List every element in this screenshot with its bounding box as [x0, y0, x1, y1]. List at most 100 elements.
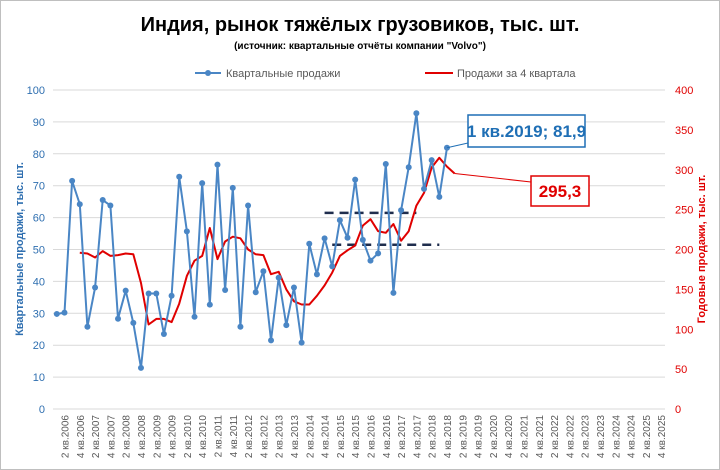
- legend-annual-label: Продажи за 4 квартала: [457, 68, 576, 80]
- x-tick-label: 2 кв.2024: [611, 415, 622, 458]
- y-right-tick-label: 200: [675, 245, 693, 257]
- quarterly-point: [352, 176, 359, 183]
- x-tick-label: 4 кв.2011: [229, 415, 240, 458]
- x-tick-label: 2 кв.2021: [519, 415, 530, 458]
- series-annual: [79, 156, 456, 326]
- quarterly-point: [321, 235, 328, 242]
- quarterly-point: [222, 287, 229, 294]
- quarterly-point: [336, 217, 343, 224]
- quarterly-point: [344, 234, 351, 241]
- x-tick-label: 2 кв.2006: [60, 415, 71, 458]
- y-left-tick-label: 60: [33, 213, 45, 225]
- quarterly-point: [245, 202, 252, 209]
- x-tick-label: 2 кв.2023: [581, 415, 592, 458]
- quarterly-point: [237, 323, 244, 330]
- quarterly-point: [107, 202, 114, 209]
- quarterly-point: [398, 207, 405, 214]
- x-tick-label: 4 кв.2010: [198, 415, 209, 458]
- y-right-tick-label: 300: [675, 165, 693, 177]
- y-left-tick-label: 30: [33, 308, 45, 320]
- chart-title: Индия, рынок тяжёлых грузовиков, тыс. шт…: [141, 14, 580, 36]
- y-right-tick-label: 250: [675, 205, 693, 217]
- x-tick-label: 2 кв.2010: [183, 415, 194, 458]
- y-right-tick-label: 350: [675, 125, 693, 137]
- y-left-tick-label: 90: [33, 117, 45, 129]
- quarterly-point: [421, 185, 428, 192]
- quarterly-point: [214, 161, 221, 168]
- y-right-tick-label: 150: [675, 284, 693, 296]
- quarterly-point: [413, 110, 420, 117]
- x-tick-label: 4 кв.2008: [137, 415, 148, 458]
- x-tick-label: 2 кв.2019: [458, 415, 469, 458]
- x-tick-label: 4 кв.2007: [106, 415, 117, 458]
- y-left-tick-label: 50: [33, 245, 45, 257]
- x-tick-label: 2 кв.2014: [305, 415, 316, 458]
- annotation-quarterly-label: 1 кв.2019; 81,9: [467, 122, 586, 141]
- quarterly-point: [329, 263, 336, 270]
- x-tick-label: 2 кв.2008: [122, 415, 133, 458]
- x-axis-ticks: 2 кв.2006 4 кв.2006 2 кв.2007 4 кв.2007 2 кв…: [60, 415, 668, 458]
- legend-quarterly-label: Квартальные продажи: [226, 68, 340, 80]
- annotation-annual-label: 295,3: [539, 182, 582, 201]
- x-tick-label: 4 кв.2022: [565, 415, 576, 458]
- quarterly-point: [428, 157, 435, 164]
- x-tick-label: 4 кв.2012: [259, 415, 270, 458]
- annotation-annual-leader: [454, 173, 532, 183]
- x-tick-label: 4 кв.2009: [168, 415, 179, 458]
- legend-quarterly-marker: [205, 70, 211, 76]
- quarterly-point: [99, 197, 106, 204]
- quarterly-point: [191, 313, 198, 320]
- x-tick-label: 4 кв.2017: [412, 415, 423, 458]
- quarterly-point: [122, 287, 129, 294]
- x-tick-label: 4 кв.2015: [351, 415, 362, 458]
- x-tick-label: 4 кв.2016: [382, 415, 393, 458]
- quarterly-point: [168, 292, 175, 299]
- y-right-tick-label: 400: [675, 85, 693, 97]
- quarterly-point: [405, 164, 412, 171]
- y-axis-left-label: Квартальные продажи, тыс. шт.: [14, 162, 26, 336]
- x-tick-label: 4 кв.2019: [474, 415, 485, 458]
- x-tick-label: 2 кв.2020: [489, 415, 500, 458]
- quarterly-point: [206, 301, 213, 308]
- y-left-tick-label: 70: [33, 181, 45, 193]
- quarterly-point: [283, 322, 290, 329]
- series-annual-line: [79, 156, 456, 326]
- x-tick-label: 4 кв.2025: [657, 415, 668, 458]
- x-tick-label: 2 кв.2018: [428, 415, 439, 458]
- x-tick-label: 2 кв.2011: [213, 415, 224, 458]
- quarterly-point: [390, 289, 397, 296]
- x-tick-label: 4 кв.2023: [596, 415, 607, 458]
- quarterly-point: [137, 364, 144, 371]
- y-axis-right-ticks: 0 50 100 150 200 250 300 350 400: [675, 85, 693, 416]
- quarterly-point: [92, 284, 99, 291]
- x-tick-label: 4 кв.2021: [535, 415, 546, 458]
- quarterly-point: [306, 240, 313, 247]
- y-left-tick-label: 20: [33, 340, 45, 352]
- x-tick-label: 2 кв.2022: [550, 415, 561, 458]
- quarterly-point: [229, 184, 236, 191]
- x-tick-label: 4 кв.2014: [321, 415, 332, 458]
- annotation-quarterly-box: [467, 114, 586, 148]
- series-quarterly-line: [56, 112, 448, 369]
- x-tick-label: 4 кв.2006: [76, 415, 87, 458]
- quarterly-point: [76, 201, 83, 208]
- annotation-quarterly-leader: [446, 142, 469, 149]
- quarterly-point: [313, 271, 320, 278]
- y-axis-right-label: Годовые продажи, тыс. шт.: [696, 175, 708, 324]
- x-tick-label: 2 кв.2007: [91, 415, 102, 458]
- annotations: 1 кв.2019; 81,9 295,3: [446, 114, 590, 207]
- y-right-tick-label: 0: [675, 404, 681, 416]
- quarterly-point: [176, 173, 183, 180]
- x-tick-label: 2 кв.2013: [275, 415, 286, 458]
- quarterly-point: [275, 274, 282, 281]
- x-tick-label: 4 кв.2020: [504, 415, 515, 458]
- y-left-tick-label: 0: [39, 404, 45, 416]
- quarterly-point: [268, 337, 275, 344]
- y-left-tick-label: 40: [33, 276, 45, 288]
- quarterly-point: [260, 268, 267, 275]
- quarterly-point: [130, 319, 137, 326]
- y-left-tick-label: 80: [33, 149, 45, 161]
- quarterly-point: [145, 290, 152, 297]
- series-quarterly: [53, 110, 450, 371]
- quarterly-point: [84, 323, 91, 330]
